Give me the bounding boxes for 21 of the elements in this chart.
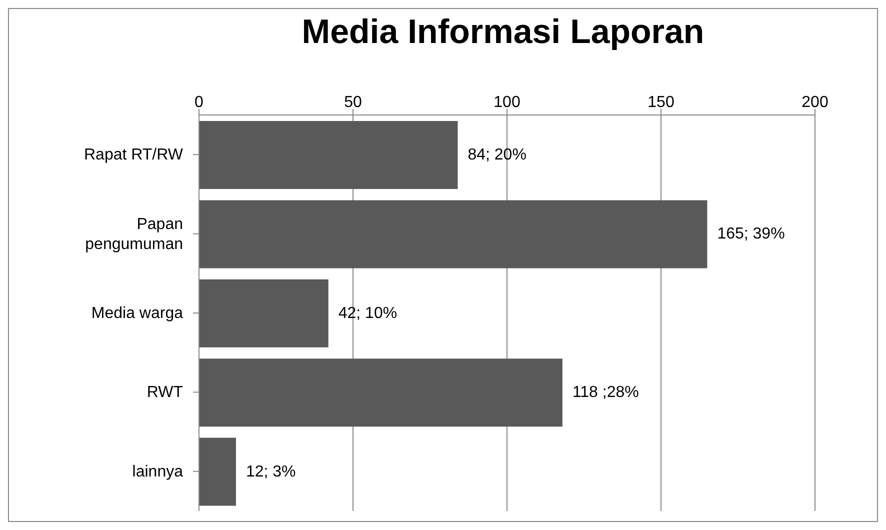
y-tick-label: Papan pengumuman [85, 215, 183, 252]
data-label: 118 ;28% [572, 384, 639, 402]
bar [199, 121, 458, 189]
data-label: 42; 10% [338, 304, 398, 322]
y-tick-label: lainnya [132, 462, 184, 480]
x-tick-label: 200 [802, 94, 828, 111]
x-tick-label: 50 [344, 94, 362, 111]
y-tick-label: Media warga [91, 304, 184, 322]
chart-title: Media Informasi Laporan [300, 12, 706, 53]
x-tick-label: 0 [194, 94, 204, 111]
data-label: 12; 3% [246, 463, 296, 480]
bar [199, 279, 328, 348]
data-label: 165; 39% [717, 226, 785, 243]
x-tick-label: 100 [494, 94, 520, 111]
x-tick-label: 150 [648, 94, 674, 111]
y-tick-label: Rapat RT/RW [84, 146, 184, 164]
data-label: 84; 20% [468, 146, 526, 164]
bar [199, 358, 562, 427]
y-tick-label: RWT [146, 384, 184, 401]
bar [199, 438, 236, 506]
bar [199, 200, 708, 268]
